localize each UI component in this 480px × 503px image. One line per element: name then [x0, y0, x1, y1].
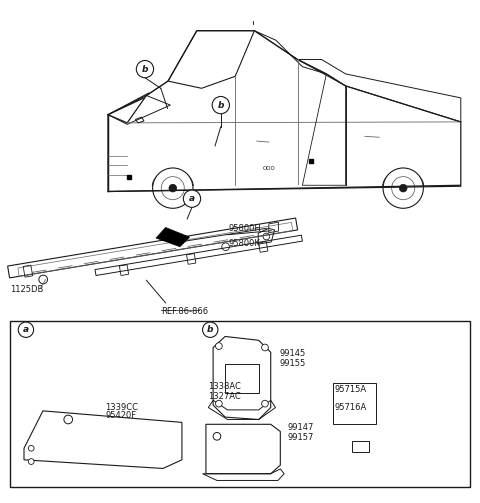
Circle shape — [169, 184, 177, 192]
Bar — [333, 383, 376, 424]
Circle shape — [216, 400, 222, 407]
Text: 99145: 99145 — [279, 350, 306, 359]
Text: 95716A: 95716A — [335, 402, 367, 411]
Circle shape — [216, 343, 222, 350]
Circle shape — [213, 433, 221, 440]
Circle shape — [203, 322, 218, 338]
Text: OOO: OOO — [263, 166, 275, 172]
Circle shape — [262, 400, 268, 407]
Text: REF.86-866: REF.86-866 — [161, 307, 208, 316]
Text: 95800H: 95800H — [228, 224, 261, 233]
Text: a: a — [23, 325, 29, 334]
Circle shape — [399, 184, 407, 192]
Text: 99157: 99157 — [288, 433, 314, 442]
Circle shape — [212, 97, 229, 114]
Circle shape — [39, 275, 48, 284]
Circle shape — [383, 168, 423, 208]
Circle shape — [18, 322, 34, 338]
Bar — [10, 321, 470, 487]
Circle shape — [183, 190, 201, 207]
Text: 99155: 99155 — [279, 359, 306, 368]
Circle shape — [153, 168, 193, 208]
Circle shape — [263, 233, 270, 240]
Text: 1327AC: 1327AC — [208, 392, 241, 400]
Text: 95715A: 95715A — [335, 385, 367, 394]
Circle shape — [222, 243, 229, 250]
Text: 95420F: 95420F — [106, 411, 136, 420]
Text: 99147: 99147 — [288, 423, 314, 432]
Bar — [225, 364, 259, 393]
Polygon shape — [156, 227, 190, 246]
Circle shape — [28, 446, 34, 451]
Circle shape — [28, 459, 34, 464]
Text: 95800K: 95800K — [228, 238, 260, 247]
Text: a: a — [189, 194, 195, 203]
Text: 1339CC: 1339CC — [106, 403, 138, 412]
Text: 1125DB: 1125DB — [10, 285, 43, 294]
Circle shape — [136, 60, 154, 78]
Text: 1338AC: 1338AC — [208, 382, 241, 391]
Text: b: b — [142, 64, 148, 73]
Text: b: b — [217, 101, 224, 110]
Circle shape — [64, 415, 72, 424]
Circle shape — [262, 344, 268, 351]
Text: b: b — [207, 325, 214, 334]
